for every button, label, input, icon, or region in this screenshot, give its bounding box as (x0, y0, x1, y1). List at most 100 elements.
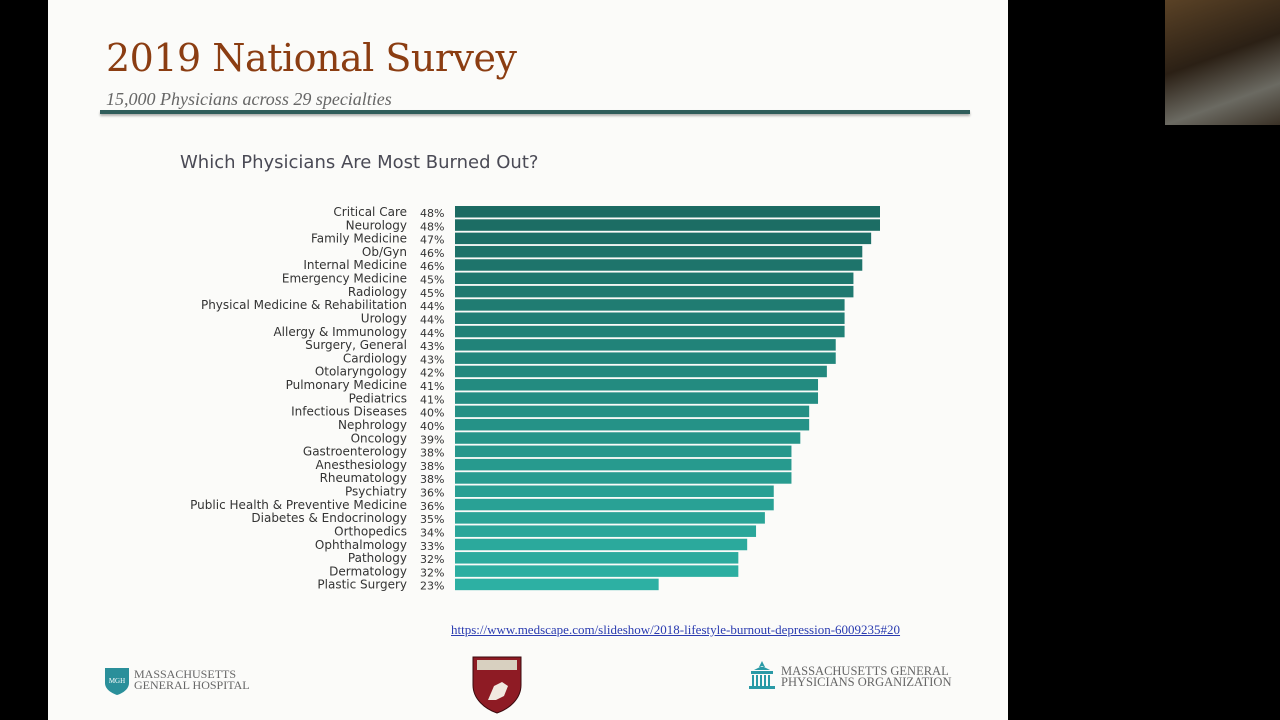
category-label: Psychiatry (345, 485, 407, 499)
value-label: 35% (420, 513, 444, 526)
mgpo-logo: MASSACHUSETTS GENERAL PHYSICIANS ORGANIZA… (748, 660, 952, 694)
harvard-shield-icon (472, 656, 522, 714)
value-label: 44% (420, 300, 444, 313)
category-label: Internal Medicine (303, 258, 407, 272)
category-label: Pediatrics (349, 391, 407, 405)
category-label: Allergy & Immunology (273, 325, 407, 339)
category-label: Pathology (348, 551, 407, 565)
bar (455, 578, 659, 591)
bar (455, 232, 872, 245)
bar (455, 432, 801, 444)
bar (455, 418, 810, 431)
category-label: Radiology (348, 285, 407, 299)
value-label: 43% (420, 353, 444, 366)
slide: 2019 National Survey 15,000 Physicians a… (48, 0, 1008, 720)
bar (455, 565, 739, 577)
bar (455, 405, 810, 418)
source-link[interactable]: https://www.medscape.com/slideshow/2018-… (451, 622, 901, 637)
value-label: 42% (420, 367, 444, 380)
value-label: 45% (420, 287, 444, 300)
mgpo-line2: PHYSICIANS ORGANIZATION (781, 675, 952, 689)
value-label: 33% (420, 540, 444, 553)
category-label: Oncology (351, 431, 407, 445)
bar (455, 339, 836, 351)
value-label: 38% (420, 473, 444, 486)
chart-title: Which Physicians Are Most Burned Out? (180, 152, 539, 173)
mgh-logo: MGH MASSACHUSETTS GENERAL HOSPITAL (104, 667, 250, 699)
value-label: 32% (420, 566, 444, 579)
mgh-line2: GENERAL HOSPITAL (134, 678, 250, 692)
bar (455, 206, 880, 218)
slide-subtitle: 15,000 Physicians across 29 specialties (106, 89, 392, 109)
value-label: 36% (420, 487, 444, 500)
title-divider (100, 110, 970, 114)
value-label: 48% (420, 207, 444, 220)
mgh-line1: MASSACHUSETTS (134, 667, 237, 681)
category-label: Orthopedics (334, 524, 407, 538)
value-label: 43% (420, 340, 444, 353)
category-label: Physical Medicine & Rehabilitation (201, 298, 407, 312)
category-label: Diabetes & Endocrinology (251, 511, 407, 525)
value-label: 38% (420, 460, 444, 473)
mgpo-building-icon (749, 661, 775, 689)
category-label: Family Medicine (311, 232, 407, 246)
value-label: 32% (420, 553, 444, 566)
bar (455, 312, 845, 324)
category-label: Public Health & Preventive Medicine (190, 498, 407, 512)
category-label: Nephrology (338, 418, 407, 432)
bar (455, 552, 739, 564)
value-label: 48% (420, 220, 444, 233)
category-label: Critical Care (333, 205, 407, 219)
category-label: Urology (361, 311, 407, 325)
value-label: 45% (420, 274, 444, 287)
category-label: Anesthesiology (316, 458, 407, 472)
value-label: 40% (420, 420, 444, 433)
bar (455, 259, 863, 271)
category-label: Emergency Medicine (282, 272, 407, 286)
category-label: Pulmonary Medicine (286, 378, 407, 392)
mgh-shield-icon: MGH (105, 668, 129, 695)
bar (455, 392, 819, 404)
value-label: 44% (420, 313, 444, 326)
value-label: 44% (420, 327, 444, 340)
bar (455, 445, 792, 458)
value-label: 38% (420, 447, 444, 460)
category-label: Neurology (346, 218, 407, 232)
category-label: Cardiology (343, 351, 407, 365)
bar (455, 512, 765, 524)
speaker-video-thumbnail (1165, 0, 1280, 125)
category-label: Gastroenterology (303, 445, 407, 459)
bar (455, 498, 774, 511)
value-label: 41% (420, 380, 444, 393)
category-label: Infectious Diseases (291, 405, 407, 419)
bar (455, 472, 792, 484)
value-label: 23% (420, 580, 444, 593)
slide-title: 2019 National Survey (106, 36, 517, 80)
bar (455, 285, 854, 298)
value-label: 39% (420, 433, 444, 446)
category-label: Ob/Gyn (362, 245, 407, 259)
bar (455, 379, 819, 391)
value-label: 47% (420, 234, 444, 247)
value-label: 46% (420, 260, 444, 273)
category-label: Otolaryngology (315, 365, 407, 379)
bar (455, 325, 845, 338)
value-label: 46% (420, 247, 444, 260)
bar (455, 485, 774, 498)
category-label: Dermatology (329, 564, 407, 578)
mgh-badge-text: MGH (109, 677, 125, 685)
harvard-shield-logo (472, 656, 522, 718)
value-label: 41% (420, 393, 444, 406)
value-label: 36% (420, 500, 444, 513)
bar (455, 219, 880, 231)
value-label: 34% (420, 526, 444, 539)
bar (455, 538, 748, 551)
category-label: Rheumatology (320, 471, 407, 485)
bar (455, 272, 854, 285)
mgpo-line1: MASSACHUSETTS GENERAL (781, 664, 949, 678)
bar (455, 299, 845, 311)
bar (455, 365, 827, 378)
category-label: Surgery, General (305, 338, 407, 352)
bar (455, 525, 757, 537)
